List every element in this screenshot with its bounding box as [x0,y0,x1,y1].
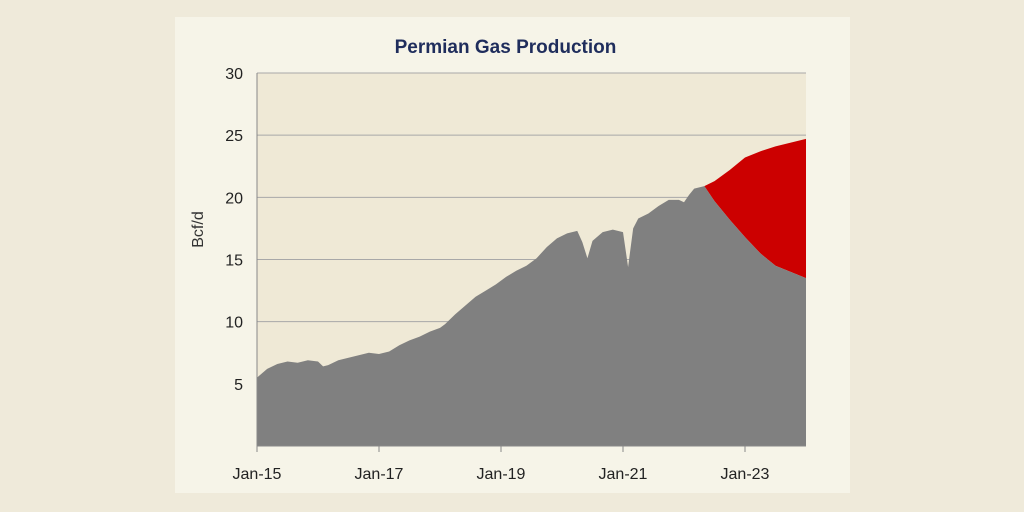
x-tick-Jan-19: Jan-19 [477,466,526,483]
x-tick-Jan-15: Jan-15 [233,466,282,483]
base-production-area [257,186,806,447]
x-tick-Jan-23: Jan-23 [721,466,770,483]
chart-card: 5 10 15 20 25 30 Jan-15 Jan-17 Jan-19 Jan-21 Jan-… [175,17,850,493]
x-tick-Jan-17: Jan-17 [355,466,404,483]
y-tick-30: 30 [225,66,243,83]
y-tick-10: 10 [225,315,243,332]
axes [256,73,806,447]
y-tick-15: 15 [225,253,243,270]
x-tick-labels: Jan-15 Jan-17 Jan-19 Jan-21 Jan-23 [233,446,770,483]
y-tick-20: 20 [225,190,243,207]
y-axis-label: Bcf/d [190,211,207,247]
upside-area [704,138,806,279]
y-tick-25: 25 [225,128,243,145]
y-tick-labels: 5 10 15 20 25 30 [225,66,243,394]
chart-title: Permian Gas Production [395,37,617,58]
y-tick-5: 5 [234,377,243,394]
x-tick-Jan-21: Jan-21 [599,466,648,483]
